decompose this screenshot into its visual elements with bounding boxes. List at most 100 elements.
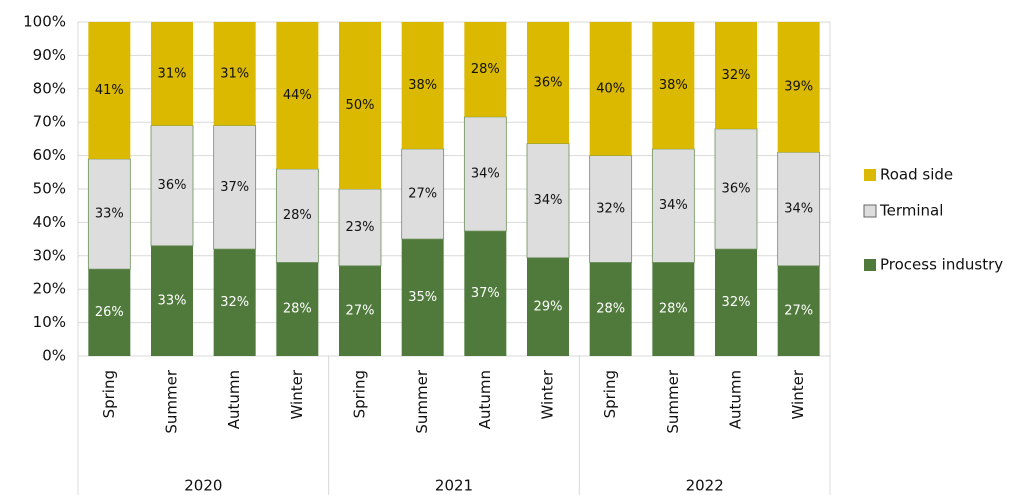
x-tick-label: Summer bbox=[163, 369, 181, 433]
y-tick-label: 90% bbox=[33, 46, 66, 64]
bar-segment bbox=[151, 22, 193, 126]
group-label: 2020 bbox=[184, 477, 222, 495]
data-label: 40% bbox=[596, 81, 625, 96]
data-label: 36% bbox=[158, 178, 187, 193]
bar-segment bbox=[401, 148, 445, 240]
data-label: 31% bbox=[158, 66, 187, 81]
x-tick-label: Summer bbox=[664, 369, 682, 433]
bar-segment bbox=[150, 125, 194, 247]
bar-segment bbox=[88, 22, 131, 159]
data-label: 23% bbox=[346, 220, 375, 235]
bar-segment bbox=[464, 231, 507, 356]
data-label: 28% bbox=[283, 302, 312, 317]
data-label: 32% bbox=[722, 68, 751, 83]
bar-segment bbox=[401, 239, 444, 356]
plot-border bbox=[77, 21, 831, 357]
data-label: 33% bbox=[95, 207, 124, 222]
data-label: 36% bbox=[534, 75, 563, 90]
data-label: 33% bbox=[158, 293, 187, 308]
bar-segment bbox=[652, 262, 695, 356]
bar-segment bbox=[213, 22, 256, 126]
bar-segment bbox=[87, 158, 131, 270]
bar-segment bbox=[276, 22, 319, 169]
data-label: 38% bbox=[659, 78, 688, 93]
data-label: 28% bbox=[471, 62, 500, 77]
data-label: 50% bbox=[346, 98, 375, 113]
x-tick-label: Winter bbox=[539, 369, 557, 419]
legend-label: Road side bbox=[880, 166, 953, 184]
bar-segment bbox=[527, 257, 569, 356]
bar-segment bbox=[213, 125, 257, 250]
x-tick-label: Spring bbox=[100, 370, 118, 418]
data-label: 28% bbox=[659, 302, 688, 317]
data-label: 37% bbox=[471, 286, 500, 301]
bar-segment bbox=[777, 22, 820, 153]
bar-segment bbox=[213, 249, 256, 356]
data-label: 37% bbox=[220, 180, 249, 195]
data-label: 34% bbox=[534, 193, 563, 208]
bar-segment bbox=[589, 22, 632, 156]
bar-segment bbox=[401, 22, 444, 149]
data-label: 32% bbox=[722, 295, 751, 310]
data-label: 38% bbox=[408, 78, 437, 93]
y-tick-label: 0% bbox=[42, 347, 66, 365]
y-tick-label: 10% bbox=[33, 313, 66, 331]
x-tick-label: Summer bbox=[413, 369, 431, 433]
data-label: 34% bbox=[659, 198, 688, 213]
bar-segment bbox=[526, 143, 570, 259]
data-label: 41% bbox=[95, 83, 124, 98]
data-label: 27% bbox=[784, 303, 813, 318]
group-label: 2021 bbox=[435, 477, 473, 495]
bar-segment bbox=[652, 22, 695, 149]
data-label: 32% bbox=[220, 295, 249, 310]
bar-segment bbox=[88, 269, 131, 356]
x-tick-label: Autumn bbox=[727, 370, 745, 429]
x-tick-label: Autumn bbox=[225, 370, 243, 429]
bar-segment bbox=[715, 249, 757, 356]
bar-segment bbox=[777, 151, 821, 267]
data-label: 34% bbox=[471, 166, 500, 181]
bar-segment bbox=[463, 116, 507, 232]
data-label: 28% bbox=[596, 302, 625, 317]
y-tick-label: 20% bbox=[33, 280, 66, 298]
data-label: 39% bbox=[784, 80, 813, 95]
data-label: 26% bbox=[95, 305, 124, 320]
x-tick-label: Spring bbox=[601, 370, 619, 418]
data-label: 28% bbox=[283, 208, 312, 223]
bar-segment bbox=[464, 22, 507, 117]
y-tick-label: 70% bbox=[33, 113, 66, 131]
data-label: 44% bbox=[283, 88, 312, 103]
legend-label: Process industry bbox=[880, 256, 1003, 274]
data-label: 34% bbox=[784, 202, 813, 217]
data-label: 31% bbox=[220, 66, 249, 81]
legend-swatch bbox=[864, 169, 876, 181]
bar-segment bbox=[527, 22, 569, 144]
y-tick-label: 30% bbox=[33, 246, 66, 264]
bar-segment bbox=[715, 22, 757, 129]
bar-segment bbox=[338, 188, 382, 267]
data-label: 32% bbox=[596, 202, 625, 217]
y-tick-label: 80% bbox=[33, 79, 66, 97]
x-tick-label: Autumn bbox=[476, 370, 494, 429]
x-tick-label: Winter bbox=[288, 369, 306, 419]
x-tick-label: Winter bbox=[789, 369, 807, 419]
y-tick-label: 60% bbox=[33, 146, 66, 164]
data-label: 35% bbox=[408, 290, 437, 305]
x-tick-label: Spring bbox=[351, 370, 369, 418]
y-tick-label: 100% bbox=[23, 13, 66, 31]
legend-swatch bbox=[864, 259, 876, 271]
bar-segment bbox=[589, 262, 632, 356]
data-label: 29% bbox=[534, 299, 563, 314]
legend-swatch bbox=[863, 204, 877, 218]
bar-segment bbox=[777, 265, 820, 356]
group-label: 2022 bbox=[686, 477, 724, 495]
data-label: 27% bbox=[346, 303, 375, 318]
bar-segment bbox=[151, 245, 193, 356]
bar-segment bbox=[339, 265, 381, 356]
data-label: 36% bbox=[722, 182, 751, 197]
bar-segment bbox=[339, 22, 381, 189]
bar-segment bbox=[276, 262, 319, 356]
y-tick-label: 40% bbox=[33, 213, 66, 231]
bar-segment bbox=[275, 168, 319, 263]
